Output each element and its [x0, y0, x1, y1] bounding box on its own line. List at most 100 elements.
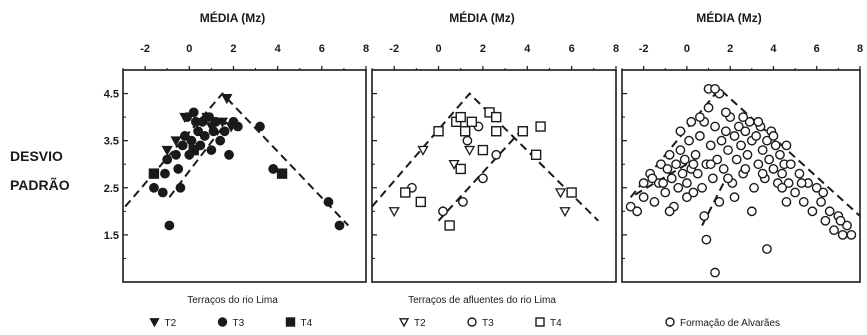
data-point-formação-de-alvarães: [664, 206, 675, 217]
data-point-t4: [566, 187, 577, 198]
data-point-formação-de-alvarães: [740, 164, 751, 174]
data-point-formação-de-alvarães: [729, 192, 740, 203]
data-point-formação-de-alvarães: [818, 187, 829, 198]
data-point-formação-de-alvarães: [781, 197, 792, 207]
legend-title: Terraços do rio Lima: [187, 295, 278, 306]
data-point-formação-de-alvarães: [723, 145, 733, 155]
x-tick-label: 4: [275, 43, 282, 55]
data-point-formação-de-alvarães: [753, 159, 764, 170]
data-point-t3: [206, 145, 217, 155]
legend-marker-t4: [285, 317, 296, 327]
legend: Terraços de afluentes do rio Lima T2 T3 T4: [398, 295, 562, 329]
data-point-formação-de-alvarães: [710, 83, 720, 94]
data-point-formação-de-alvarães: [697, 182, 707, 193]
legend-title: Terraços de afluentes do rio Lima: [408, 295, 556, 306]
data-point-formação-de-alvarães: [684, 135, 694, 146]
x-tick-label: -2: [140, 43, 150, 55]
data-point-formação-de-alvarães: [682, 178, 692, 188]
data-point-formação-de-alvarães: [746, 206, 757, 217]
data-point-formação-de-alvarães: [738, 112, 749, 123]
data-point-formação-de-alvarães: [720, 126, 731, 137]
data-point-formação-de-alvarães: [816, 197, 826, 207]
x-tick-label: 6: [814, 43, 820, 55]
x-tick-label: 8: [857, 43, 863, 55]
data-point-formação-de-alvarães: [764, 154, 775, 165]
data-point-formação-de-alvarães: [690, 149, 701, 160]
data-point-t3: [186, 135, 197, 146]
data-point-formação-de-alvarães: [694, 112, 705, 123]
data-point-t3: [149, 182, 159, 193]
data-point-t3: [182, 112, 192, 123]
ylabel-line-2: PADRÃO: [10, 176, 70, 193]
data-point-formação-de-alvarães: [768, 131, 779, 141]
data-point-formação-de-alvarães: [671, 159, 681, 170]
data-point-t2: [554, 188, 567, 199]
data-point-formação-de-alvarães: [798, 197, 809, 207]
data-point-formação-de-alvarães: [673, 182, 684, 193]
data-point-formação-de-alvarães: [712, 154, 723, 165]
data-point-t4: [477, 144, 489, 156]
data-point-t4: [415, 196, 426, 208]
data-point-t2: [221, 94, 233, 105]
data-point-formação-de-alvarães: [733, 121, 744, 132]
data-point-t3: [204, 112, 215, 123]
data-point-formação-de-alvarães: [736, 140, 746, 151]
data-point-formação-de-alvarães: [675, 145, 686, 155]
legend-label-t4: T4: [550, 318, 562, 329]
x-tick-label: -2: [639, 43, 649, 55]
data-point-t3: [175, 182, 186, 193]
data-point-formação-de-alvarães: [710, 121, 720, 132]
data-point-formação-de-alvarães: [829, 225, 839, 236]
x-tick-label: 0: [435, 43, 441, 55]
data-point-formação-de-alvarães: [692, 168, 703, 179]
data-point-formação-de-alvarães: [820, 215, 831, 226]
data-point-t4: [455, 163, 466, 175]
legend: Formação de Alvarães: [665, 317, 780, 329]
data-point-t3: [255, 121, 265, 132]
data-point-t3: [224, 149, 234, 160]
data-point-formação-de-alvarães: [718, 164, 729, 174]
data-point-formação-de-alvarães: [625, 201, 636, 212]
data-point-t3: [219, 126, 230, 137]
data-point-formação-de-alvarães: [742, 149, 753, 160]
data-point-formação-de-alvarães: [751, 131, 762, 141]
x-tick-label: 8: [613, 43, 619, 55]
data-point-formação-de-alvarães: [846, 229, 857, 240]
data-point-formação-de-alvarães: [703, 102, 714, 113]
x-tick-label: -2: [389, 43, 399, 55]
data-point-t3: [199, 131, 210, 141]
data-point-t2: [559, 207, 571, 218]
data-point-formação-de-alvarães: [656, 159, 666, 170]
data-point-formação-de-alvarães: [762, 135, 772, 146]
data-point-formação-de-alvarães: [714, 197, 725, 207]
data-point-t3: [210, 116, 221, 127]
data-point-formação-de-alvarães: [842, 220, 852, 231]
data-point-formação-de-alvarães: [785, 159, 796, 170]
points-layer: [625, 83, 857, 278]
data-point-t3: [171, 149, 181, 160]
data-point-formação-de-alvarães: [835, 215, 846, 226]
plot-frame: [122, 69, 367, 283]
data-point-t2: [388, 207, 400, 218]
data-point-t4: [491, 111, 502, 123]
data-point-formação-de-alvarães: [701, 234, 712, 245]
legend-label-t3: T3: [482, 318, 494, 329]
data-point-t2: [417, 145, 429, 156]
x-tick-label: 8: [363, 43, 369, 55]
data-point-formação-de-alvarães: [837, 229, 848, 240]
data-point-formação-de-alvarães: [783, 178, 794, 188]
x-axis-title: MÉDIA (Mz): [200, 10, 266, 25]
legend-marker-t3: [467, 317, 477, 327]
data-point-formação-de-alvarães: [662, 164, 673, 174]
legend-label-t3: T3: [233, 318, 245, 329]
data-point-formação-de-alvarães: [753, 116, 764, 127]
data-point-formação-de-alvarães: [705, 159, 716, 170]
x-axis-title: MÉDIA (Mz): [696, 10, 762, 25]
data-point-t3: [193, 126, 204, 137]
x-tick-label: 6: [319, 43, 325, 55]
ylabel-line-1: DESVIO: [10, 148, 63, 164]
data-point-t3: [177, 140, 188, 151]
data-point-formação-de-alvarães: [790, 187, 800, 198]
x-axis-title: MÉDIA (Mz): [449, 10, 515, 25]
